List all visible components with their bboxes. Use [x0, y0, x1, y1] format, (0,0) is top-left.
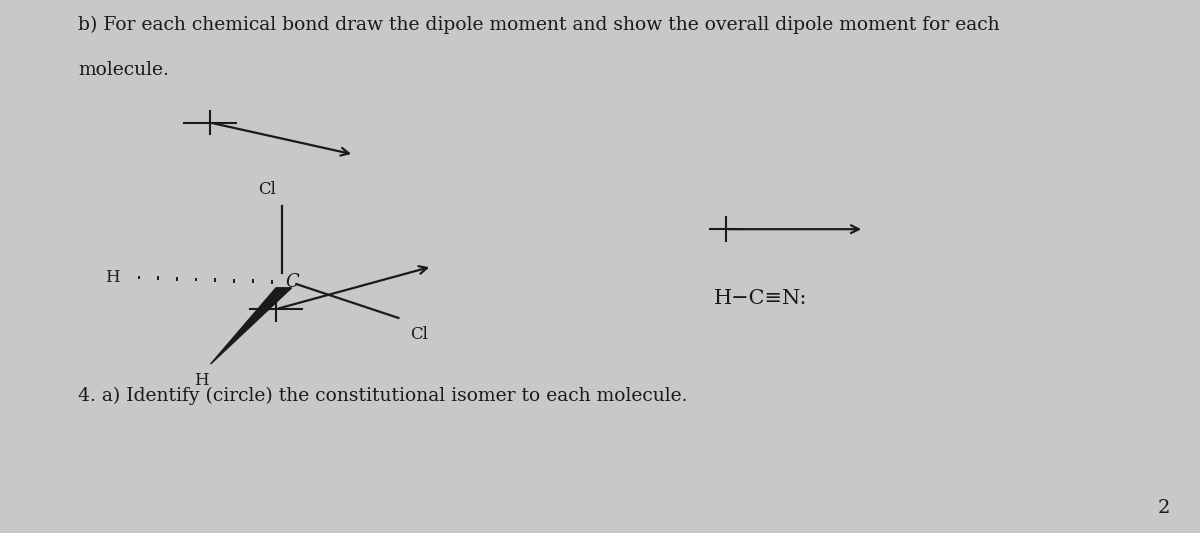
Text: H: H [104, 269, 119, 286]
Text: 2: 2 [1158, 499, 1170, 517]
Text: Cl: Cl [410, 326, 428, 343]
Text: 4. a) Identify (circle) the constitutional isomer to each molecule.: 4. a) Identify (circle) the constitution… [78, 386, 688, 405]
Text: H−C≡N:: H−C≡N: [714, 289, 808, 308]
Text: molecule.: molecule. [78, 61, 169, 79]
Text: Cl: Cl [258, 181, 276, 198]
Text: H: H [193, 372, 209, 389]
Polygon shape [211, 288, 292, 364]
Text: C: C [286, 273, 299, 292]
Text: b) For each chemical bond draw the dipole moment and show the overall dipole mom: b) For each chemical bond draw the dipol… [78, 16, 1000, 34]
